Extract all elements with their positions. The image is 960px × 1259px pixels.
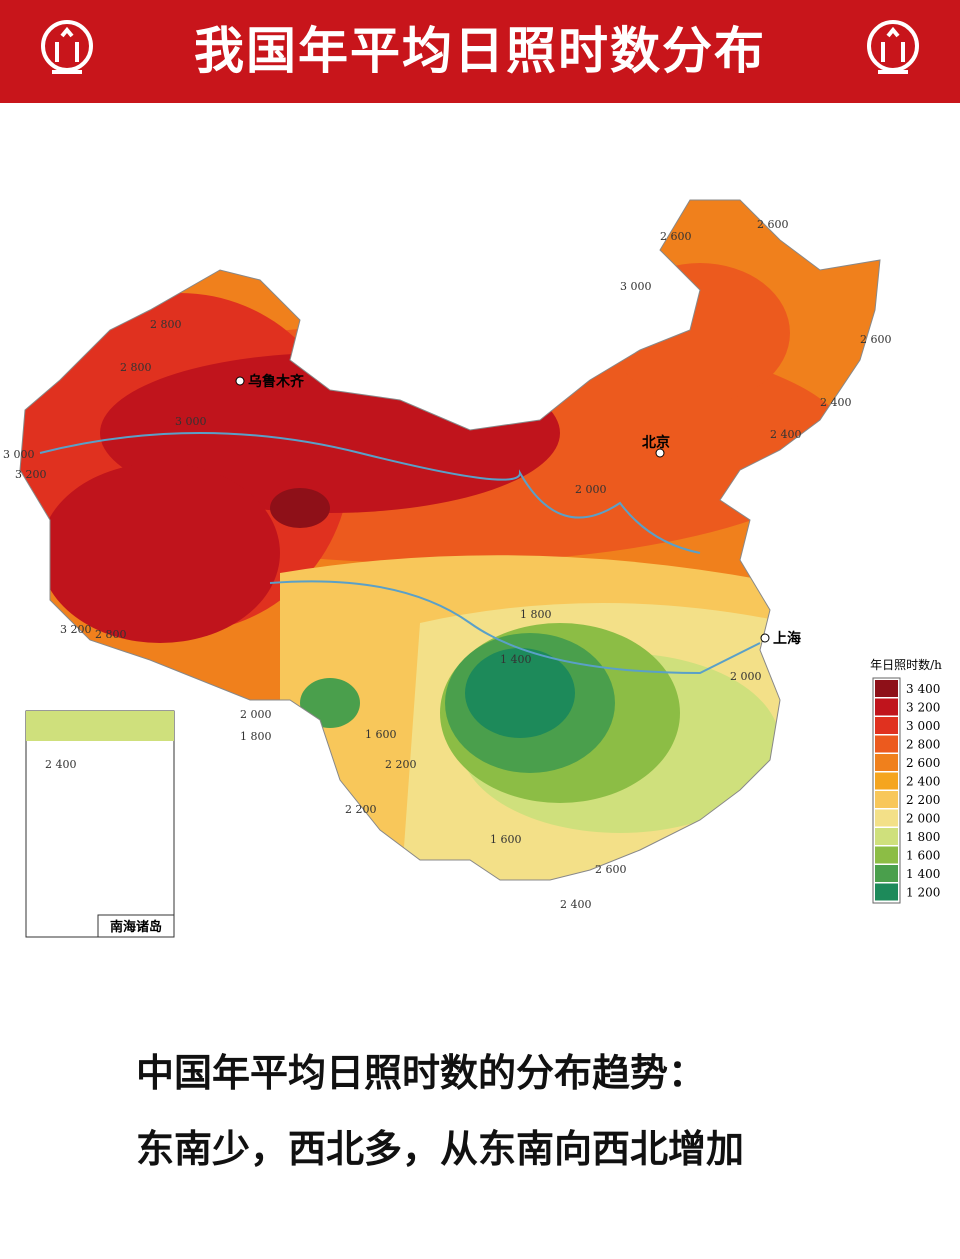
contour-label: 2 800 — [120, 361, 152, 374]
inset-label-box — [97, 914, 175, 938]
city-marker — [760, 633, 770, 643]
legend-label: 1 600 — [906, 849, 940, 863]
contour-label: 2 600 — [860, 333, 892, 346]
legend-swatch — [875, 754, 898, 771]
contour-label: 3 000 — [175, 415, 207, 428]
contour-label: 2 400 — [770, 428, 802, 441]
legend-swatch — [875, 883, 898, 901]
legend-title: 年日照时数/h — [870, 657, 942, 672]
contour-label: 3 200 — [60, 623, 92, 636]
city-label: 乌鲁木齐 — [248, 373, 305, 390]
contour-label: 2 000 — [730, 670, 762, 683]
legend-label: 3 200 — [906, 701, 940, 715]
logo — [41, 20, 93, 74]
city-marker — [655, 448, 665, 458]
city-label: 北京 — [642, 434, 670, 451]
legend: 3 400 3 200 3 000 2 800 2 600 2 400 2 200 2 000… — [875, 680, 940, 901]
legend-label: 2 200 — [906, 793, 940, 807]
contour-label: 2 200 — [345, 803, 377, 816]
legend-swatch — [875, 772, 898, 790]
contour-label: 2 800 — [95, 628, 127, 641]
legend-swatch — [875, 865, 898, 882]
contour-label: 1 600 — [365, 728, 397, 741]
legend-swatch — [875, 698, 898, 716]
logo — [867, 20, 919, 74]
legend-label: 2 800 — [906, 738, 940, 752]
contour-label: 3 200 — [15, 468, 47, 481]
legend-swatch — [875, 735, 898, 753]
legend-swatch — [875, 828, 898, 845]
legend-swatch — [875, 809, 898, 827]
inset-label: 南海诸岛 — [110, 919, 162, 935]
legend-frame — [872, 677, 901, 904]
caption: 中国年平均日照时数的分布趋势： — [136, 1051, 707, 1095]
legend-swatch — [875, 680, 898, 697]
header-bar — [0, 0, 960, 103]
contour-label: 2 400 — [820, 396, 852, 409]
contour-labels: 2 800 2 800 2 600 2 600 3 000 3 000 3 200 3 200… — [3, 218, 892, 911]
legend-label: 2 000 — [906, 812, 940, 826]
contour-label: 2 600 — [595, 863, 627, 876]
legend-label: 2 600 — [906, 756, 940, 770]
city-marker — [235, 376, 245, 386]
legend-label: 3 000 — [906, 719, 940, 733]
contour-label: 2 200 — [385, 758, 417, 771]
legend-label: 3 400 — [906, 682, 940, 696]
city-label: 上海 — [773, 630, 801, 647]
contour-label: 2 800 — [150, 318, 182, 331]
contour-label: 2 000 — [575, 483, 607, 496]
legend-label: 1 200 — [906, 886, 940, 900]
contour-label: 1 600 — [490, 833, 522, 846]
contour-label: 1 400 — [500, 653, 532, 666]
inset-frame — [25, 710, 175, 938]
river — [269, 580, 761, 675]
contour-label: 2 400 — [560, 898, 592, 911]
inset-land — [26, 711, 174, 741]
caption: 东南少，西北多，从东南向西北增加 — [136, 1127, 745, 1171]
contour-label: 1 800 — [520, 608, 552, 621]
contour-label: 3 000 — [3, 448, 35, 461]
legend-swatch — [875, 846, 898, 864]
legend-label: 1 400 — [906, 867, 940, 881]
legend-label: 1 800 — [906, 830, 940, 844]
contour-label: 2 000 — [240, 708, 272, 721]
title: 我国年平均日照时数分布 — [194, 22, 766, 80]
contour-label: 1 800 — [240, 730, 272, 743]
contour-label: 2 600 — [757, 218, 789, 231]
legend-swatch — [875, 791, 898, 808]
river — [39, 432, 701, 554]
contour-label: 2 400 — [45, 758, 77, 771]
contour-label: 2 600 — [660, 230, 692, 243]
legend-label: 2 400 — [906, 775, 940, 789]
contour-label: 3 000 — [620, 280, 652, 293]
legend-swatch — [875, 717, 898, 734]
